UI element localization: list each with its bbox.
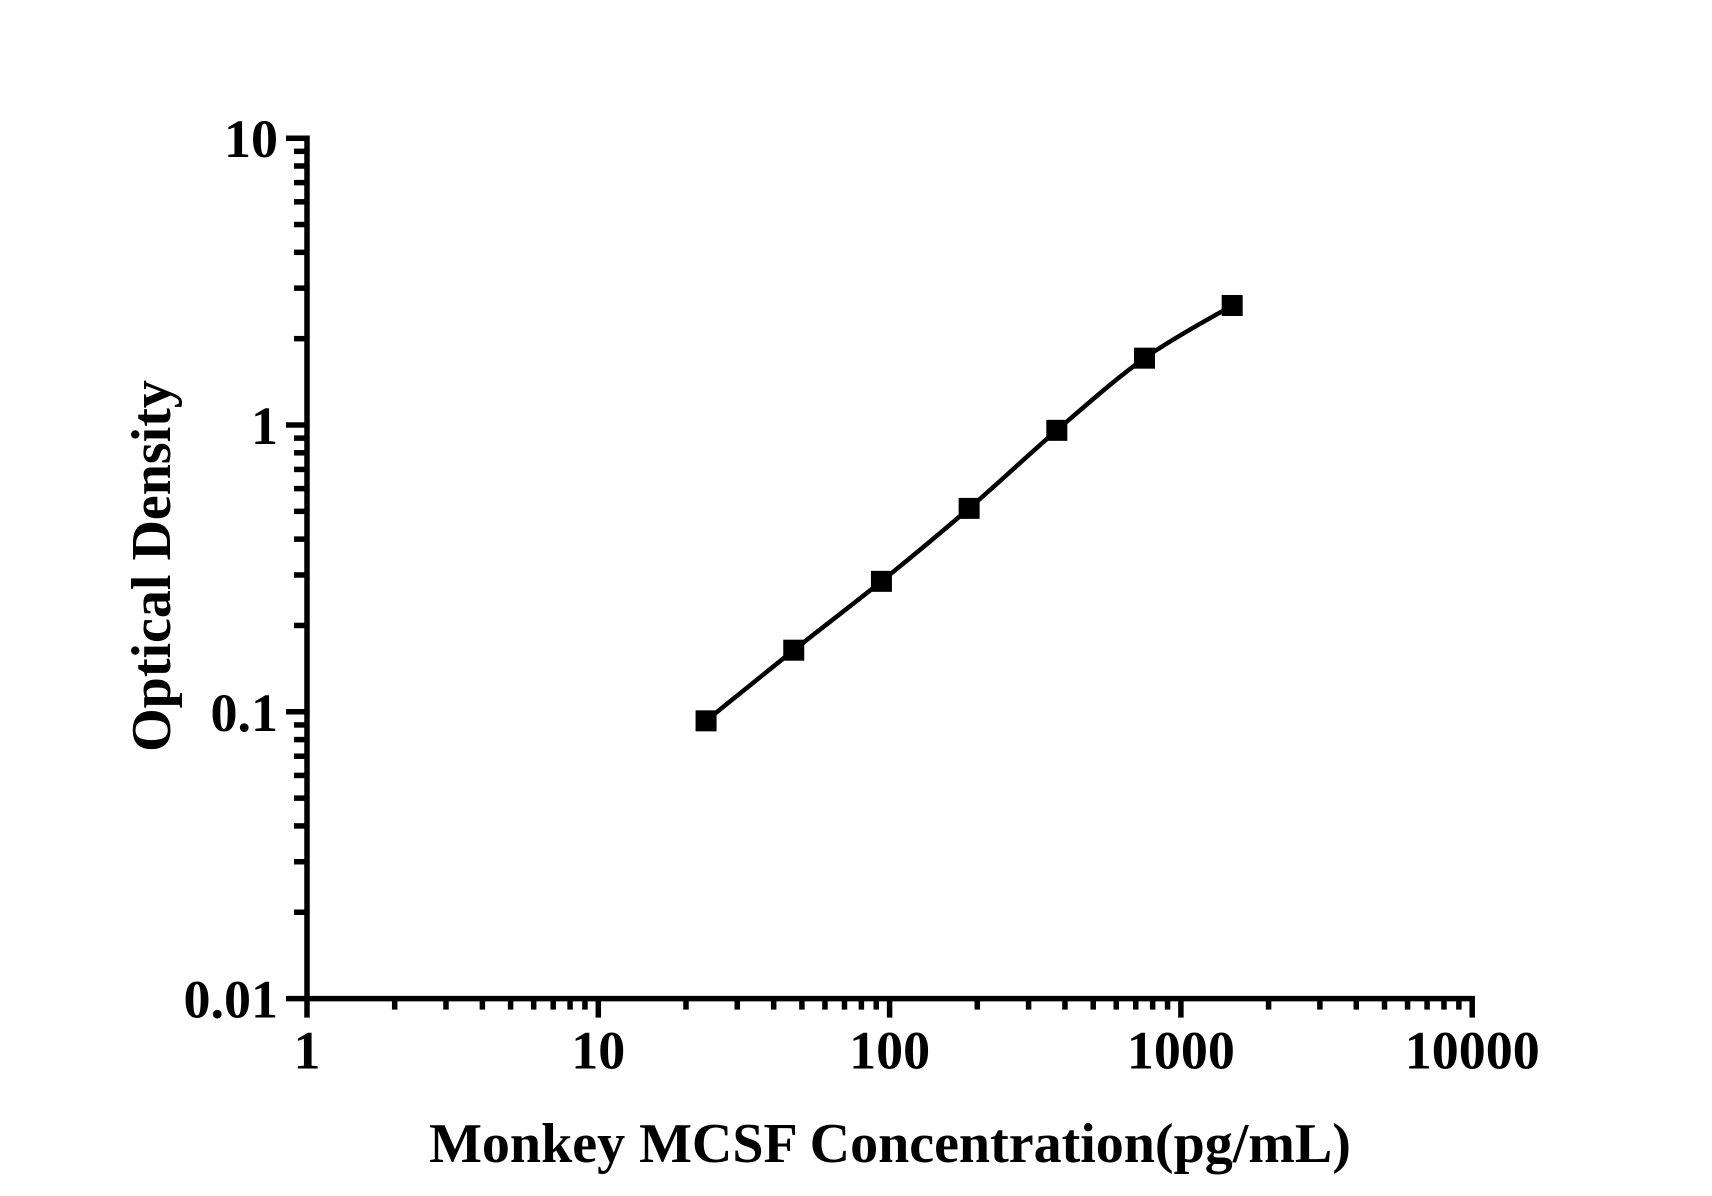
y-tick-label: 10 (224, 109, 278, 169)
data-point-marker (958, 497, 980, 519)
data-point-marker (870, 570, 892, 592)
y-tick-label: 0.01 (184, 970, 279, 1030)
data-point-marker (1046, 419, 1068, 441)
y-tick-label: 0.1 (211, 683, 279, 743)
data-point-marker (783, 639, 805, 661)
data-point-marker (695, 710, 717, 732)
data-point-marker (1134, 347, 1156, 369)
data-point-marker (1221, 295, 1243, 317)
x-tick-label: 10000 (1405, 1021, 1540, 1081)
x-tick-label: 100 (849, 1021, 930, 1081)
x-tick-label: 10 (571, 1021, 625, 1081)
x-tick-label: 1000 (1127, 1021, 1235, 1081)
y-tick-label: 1 (251, 396, 278, 456)
x-axis-title: Monkey MCSF Concentration(pg/mL) (429, 1113, 1351, 1175)
y-axis-title: Optical Density (121, 380, 183, 752)
x-tick-label: 1 (294, 1021, 321, 1081)
